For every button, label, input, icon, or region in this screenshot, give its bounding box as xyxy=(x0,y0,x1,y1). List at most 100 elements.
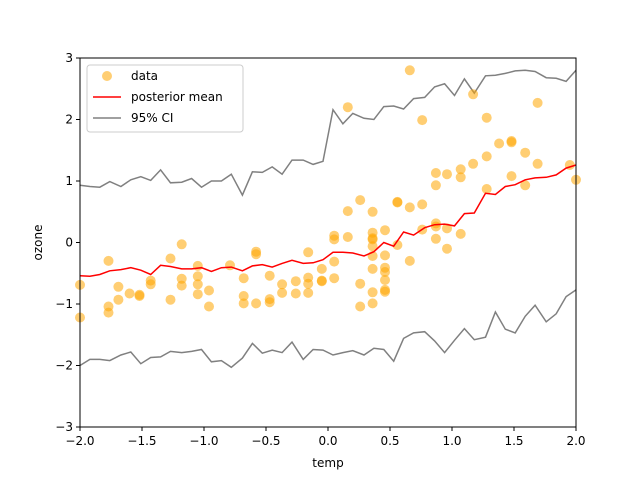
x-axis: −2.0 −1.5 −1.0 −0.5 0.0 0.5 1.0 1.5 2.0 xyxy=(65,427,586,448)
data-point xyxy=(342,206,353,217)
data-point xyxy=(455,228,466,239)
data-point xyxy=(329,256,340,267)
data-point xyxy=(380,225,390,236)
y-tick-label: 1 xyxy=(65,174,73,188)
data-point xyxy=(506,171,517,182)
data-point xyxy=(277,279,288,290)
data-point xyxy=(103,255,114,266)
data-point xyxy=(430,233,441,244)
data-point xyxy=(380,286,390,297)
data-point xyxy=(355,195,366,206)
data-point xyxy=(165,294,176,305)
x-tick-label: 1.0 xyxy=(442,434,461,448)
data-point xyxy=(404,202,415,213)
y-tick-label: 3 xyxy=(65,51,73,65)
legend: data posterior mean 95% CI xyxy=(86,64,244,133)
x-tick-label: 0.5 xyxy=(380,434,399,448)
data-point xyxy=(442,223,452,234)
x-tick-label: −1.5 xyxy=(127,434,156,448)
data-point xyxy=(468,158,479,169)
ci-upper-line xyxy=(79,69,577,197)
data-point xyxy=(367,263,378,274)
data-point xyxy=(303,287,314,298)
data-point xyxy=(367,206,378,217)
x-tick-label: −1.0 xyxy=(189,434,218,448)
data-point xyxy=(520,180,531,191)
data-point xyxy=(417,199,428,210)
x-tick-label: 1.5 xyxy=(504,434,523,448)
data-point xyxy=(303,247,314,258)
data-point xyxy=(468,89,479,100)
data-point xyxy=(316,263,327,274)
data-point xyxy=(506,137,517,148)
data-point xyxy=(342,102,353,113)
y-axis-label: ozone xyxy=(31,225,45,261)
data-point xyxy=(176,280,187,291)
data-point xyxy=(417,115,428,126)
data-point xyxy=(277,287,288,298)
data-point xyxy=(355,278,366,289)
data-point xyxy=(367,298,378,309)
data-point xyxy=(225,260,235,271)
y-tick-label: −1 xyxy=(55,297,73,311)
x-tick-label: −0.5 xyxy=(251,434,280,448)
legend-box xyxy=(86,64,244,133)
data-point xyxy=(404,65,415,76)
data-point xyxy=(404,255,415,266)
data-point xyxy=(316,276,327,287)
x-tick-label: 0.0 xyxy=(318,434,337,448)
data-point xyxy=(192,271,203,282)
data-point xyxy=(380,250,390,261)
data-point xyxy=(113,294,124,305)
x-axis-label: temp xyxy=(312,456,343,470)
x-tick-label: 2.0 xyxy=(566,434,585,448)
data-point xyxy=(103,307,114,318)
y-tick-label: −3 xyxy=(55,420,73,434)
data-point xyxy=(192,279,203,290)
data-point xyxy=(494,138,505,149)
data-point xyxy=(481,184,492,194)
data-point xyxy=(290,288,301,299)
data-point xyxy=(532,158,543,169)
data-point xyxy=(367,241,378,252)
plot-area xyxy=(75,65,581,369)
data-point xyxy=(455,164,466,175)
y-axis: −3 −2 −1 0 1 2 3 xyxy=(55,51,80,434)
y-tick-label: 0 xyxy=(65,236,73,250)
data-point xyxy=(329,273,340,284)
data-point xyxy=(251,298,262,309)
y-tick-label: −2 xyxy=(55,359,73,373)
data-point xyxy=(342,232,353,242)
legend-label-data: data xyxy=(131,69,158,83)
data-point xyxy=(145,279,156,290)
data-point xyxy=(380,275,390,285)
data-point xyxy=(481,151,492,162)
data-point xyxy=(238,291,249,301)
legend-label-ci: 95% CI xyxy=(131,111,173,125)
data-point xyxy=(430,221,441,232)
data-point xyxy=(192,289,203,300)
data-point xyxy=(520,147,531,158)
posterior-mean-line xyxy=(79,164,577,278)
data-point xyxy=(264,297,275,308)
data-point xyxy=(455,172,466,183)
data-point xyxy=(290,276,301,287)
data-point xyxy=(329,234,340,245)
data-point xyxy=(532,97,543,108)
data-point xyxy=(355,301,366,312)
data-point xyxy=(481,112,492,123)
data-point xyxy=(165,253,176,264)
y-tick-label: 2 xyxy=(65,113,73,127)
data-point xyxy=(380,267,390,277)
data-point xyxy=(430,180,441,191)
data-point xyxy=(430,168,441,178)
legend-data-marker xyxy=(102,71,112,81)
data-point xyxy=(124,288,135,299)
data-point xyxy=(204,301,214,312)
data-point xyxy=(303,278,314,289)
data-point xyxy=(367,287,378,298)
data-point xyxy=(392,197,403,208)
data-point xyxy=(264,270,275,281)
data-point xyxy=(134,291,145,301)
